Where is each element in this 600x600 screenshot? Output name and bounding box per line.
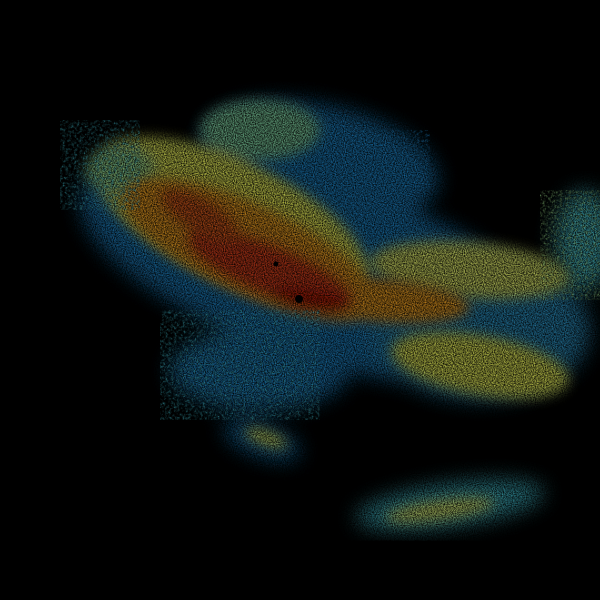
core-very-heavy bbox=[270, 286, 350, 314]
secondary-site-icon bbox=[273, 261, 279, 267]
core-heavy-2 bbox=[160, 187, 240, 243]
radar-site-icon bbox=[295, 295, 303, 303]
echo-layers bbox=[60, 100, 600, 531]
clutter-speckle bbox=[60, 120, 600, 420]
upper-plume-light bbox=[200, 100, 320, 160]
east-lower-moderate bbox=[391, 331, 569, 399]
strong-echo-layer bbox=[121, 178, 470, 324]
south-band-moderate bbox=[385, 497, 495, 523]
south-blob-moderate bbox=[245, 428, 287, 448]
